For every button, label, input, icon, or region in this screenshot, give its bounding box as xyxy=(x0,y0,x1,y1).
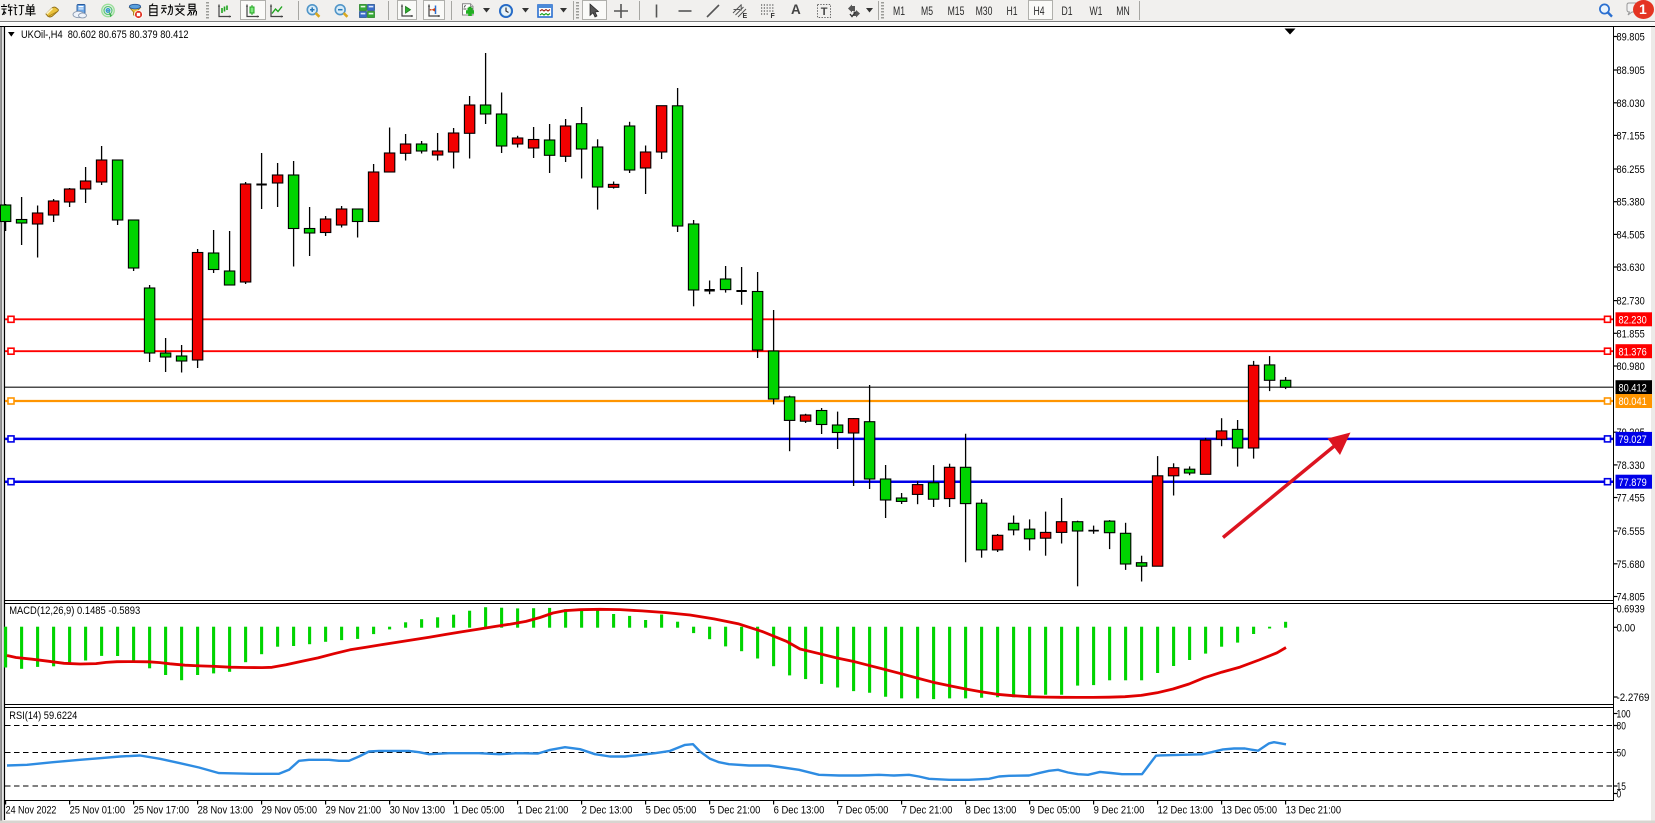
svg-text:5 Dec 21:00: 5 Dec 21:00 xyxy=(710,805,761,817)
svg-text:50: 50 xyxy=(1617,747,1626,759)
svg-text:5 Dec 05:00: 5 Dec 05:00 xyxy=(646,805,697,817)
svg-text:80.041: 80.041 xyxy=(1619,396,1647,408)
svg-text:1 Dec 05:00: 1 Dec 05:00 xyxy=(454,805,505,817)
svg-text:RSI(14) 59.6224: RSI(14) 59.6224 xyxy=(9,710,77,722)
svg-text:29 Nov 05:00: 29 Nov 05:00 xyxy=(262,805,317,817)
svg-text:87.155: 87.155 xyxy=(1617,130,1645,142)
svg-text:85.380: 85.380 xyxy=(1617,197,1645,209)
svg-text:MACD(12,26,9) 0.1485 -0.5893: MACD(12,26,9) 0.1485 -0.5893 xyxy=(9,605,140,617)
svg-text:100: 100 xyxy=(1617,709,1631,721)
svg-text:82.230: 82.230 xyxy=(1619,315,1647,327)
svg-text:29 Nov 21:00: 29 Nov 21:00 xyxy=(326,805,381,817)
svg-text:T: T xyxy=(821,6,828,18)
svg-text:2 Dec 13:00: 2 Dec 13:00 xyxy=(582,805,633,817)
svg-text:84.505: 84.505 xyxy=(1617,229,1645,241)
svg-text:79.027: 79.027 xyxy=(1619,434,1647,446)
svg-text:28 Nov 13:00: 28 Nov 13:00 xyxy=(198,805,253,817)
svg-text:9 Dec 05:00: 9 Dec 05:00 xyxy=(1030,805,1081,817)
svg-text:15: 15 xyxy=(1617,781,1626,793)
svg-text:25 Nov 01:00: 25 Nov 01:00 xyxy=(70,805,125,817)
svg-text:77.455: 77.455 xyxy=(1617,493,1645,505)
svg-text:13 Dec 05:00: 13 Dec 05:00 xyxy=(1222,805,1277,817)
svg-text:7 Dec 05:00: 7 Dec 05:00 xyxy=(838,805,889,817)
svg-text:77.879: 77.879 xyxy=(1619,477,1647,489)
svg-text:12 Dec 13:00: 12 Dec 13:00 xyxy=(1158,805,1213,817)
svg-text:76.555: 76.555 xyxy=(1617,526,1645,538)
svg-text:81.855: 81.855 xyxy=(1617,328,1645,340)
svg-text:82.730: 82.730 xyxy=(1617,296,1645,308)
svg-text:6 Dec 13:00: 6 Dec 13:00 xyxy=(774,805,825,817)
svg-text:E: E xyxy=(743,13,748,19)
svg-text:UKOil-,H4 80.602 80.675 80.37: UKOil-,H4 80.602 80.675 80.379 80.412 xyxy=(21,29,189,41)
svg-text:80.980: 80.980 xyxy=(1617,361,1645,373)
svg-text:9 Dec 21:00: 9 Dec 21:00 xyxy=(1094,805,1145,817)
svg-text:89.805: 89.805 xyxy=(1617,32,1645,44)
svg-text:7 Dec 21:00: 7 Dec 21:00 xyxy=(902,805,953,817)
svg-text:86.255: 86.255 xyxy=(1617,164,1645,176)
svg-text:75.680: 75.680 xyxy=(1617,559,1645,571)
svg-text:-2.2769: -2.2769 xyxy=(1617,692,1650,704)
svg-text:F: F xyxy=(771,13,776,19)
svg-text:0: 0 xyxy=(1617,789,1622,801)
svg-text:88.905: 88.905 xyxy=(1617,65,1645,77)
svg-text:25 Nov 17:00: 25 Nov 17:00 xyxy=(134,805,189,817)
svg-text:83.630: 83.630 xyxy=(1617,262,1645,274)
svg-text:13 Dec 21:00: 13 Dec 21:00 xyxy=(1286,805,1341,817)
svg-text:0.00: 0.00 xyxy=(1617,622,1636,634)
svg-text:74.805: 74.805 xyxy=(1617,592,1645,604)
svg-text:78.330: 78.330 xyxy=(1617,460,1645,472)
svg-text:80: 80 xyxy=(1617,721,1626,733)
svg-text:30 Nov 13:00: 30 Nov 13:00 xyxy=(390,805,445,817)
svg-text:88.030: 88.030 xyxy=(1617,98,1645,110)
svg-text:1 Dec 21:00: 1 Dec 21:00 xyxy=(518,805,569,817)
svg-text:8 Dec 13:00: 8 Dec 13:00 xyxy=(966,805,1017,817)
svg-text:80.412: 80.412 xyxy=(1619,382,1647,394)
svg-text:81.376: 81.376 xyxy=(1619,346,1647,358)
svg-text:24 Nov 2022: 24 Nov 2022 xyxy=(6,805,57,817)
svg-text:0.6939: 0.6939 xyxy=(1617,604,1645,616)
